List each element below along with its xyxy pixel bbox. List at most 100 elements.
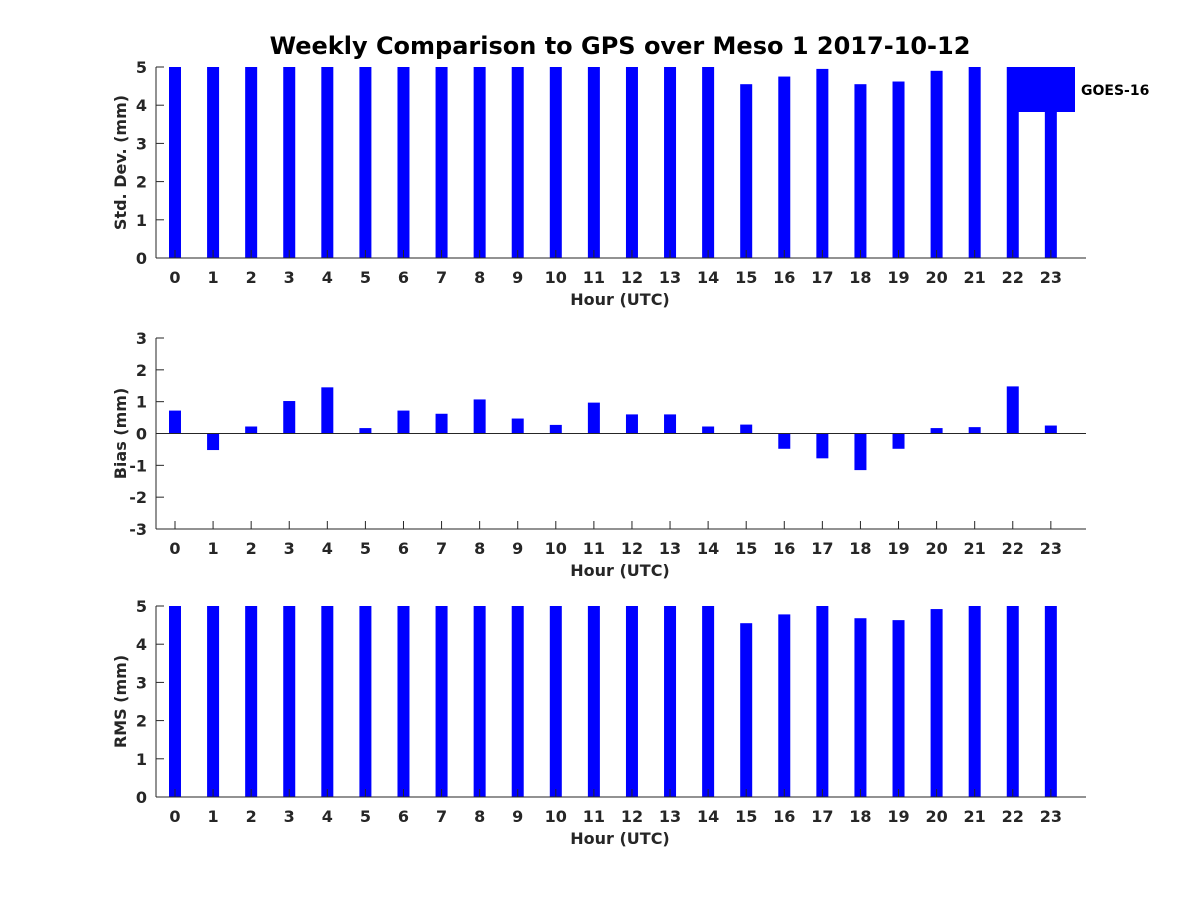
x-tick-label: 3: [284, 807, 295, 826]
bar-hour-20: [930, 70, 943, 258]
bar-hour-17: [816, 68, 829, 258]
x-tick-label: 4: [322, 539, 333, 558]
y-tick-label: 3: [136, 329, 147, 348]
x-tick-label: 10: [545, 807, 567, 826]
bar-hour-15: [740, 424, 753, 434]
x-tick-label: 10: [545, 539, 567, 558]
bar-hour-4: [321, 67, 334, 258]
bar-hour-3: [283, 401, 296, 434]
y-tick-label: -1: [129, 456, 147, 475]
y-tick-label: 0: [136, 788, 147, 807]
bar-hour-5: [359, 428, 372, 434]
x-tick-label: 19: [887, 268, 909, 287]
y-axis-label: RMS (mm): [111, 655, 130, 748]
bar-hour-20: [930, 609, 943, 797]
bar-hour-21: [968, 606, 981, 797]
bar-hour-10: [549, 424, 562, 434]
x-tick-label: 22: [1002, 268, 1024, 287]
bar-hour-9: [511, 606, 524, 797]
x-tick-label: 9: [512, 268, 523, 287]
bar-hour-16: [778, 76, 791, 258]
bar-hour-16: [778, 433, 791, 449]
bar-hour-10: [549, 67, 562, 258]
bar-hour-1: [207, 67, 220, 258]
bar-hour-23: [1044, 606, 1057, 797]
bar-hour-20: [930, 428, 943, 434]
x-tick-label: 7: [436, 807, 447, 826]
bar-hour-15: [740, 623, 753, 797]
bar-hour-12: [625, 414, 638, 434]
bar-hour-19: [892, 433, 905, 449]
x-tick-label: 19: [887, 807, 909, 826]
x-tick-label: 16: [773, 268, 795, 287]
bar-hour-19: [892, 620, 905, 797]
bar-hour-7: [435, 606, 448, 797]
bar-hour-0: [169, 606, 181, 797]
x-tick-label: 13: [659, 268, 681, 287]
x-axis-label: Hour (UTC): [570, 290, 670, 309]
y-tick-label: 1: [136, 750, 147, 769]
x-tick-label: 6: [398, 539, 409, 558]
bar-hour-16: [778, 614, 791, 797]
bar-hour-23: [1044, 67, 1057, 258]
x-tick-label: 20: [925, 807, 947, 826]
bar-hour-3: [283, 67, 296, 258]
x-tick-label: 18: [849, 539, 871, 558]
bar-hour-4: [321, 606, 334, 797]
bar-hour-13: [664, 414, 677, 434]
x-tick-label: 16: [773, 807, 795, 826]
x-tick-label: 6: [398, 807, 409, 826]
x-tick-label: 18: [849, 807, 871, 826]
bar-hour-0: [169, 67, 181, 258]
x-tick-label: 7: [436, 539, 447, 558]
x-tick-label: 23: [1040, 539, 1062, 558]
y-tick-label: 5: [136, 58, 147, 77]
x-tick-label: 12: [621, 807, 643, 826]
x-tick-label: 14: [697, 539, 719, 558]
bar-hour-14: [702, 426, 715, 434]
y-tick-label: 1: [136, 211, 147, 230]
y-tick-label: 3: [136, 134, 147, 153]
x-tick-label: 10: [545, 268, 567, 287]
bar-hour-1: [207, 433, 220, 451]
x-tick-label: 17: [811, 807, 833, 826]
legend: GOES-16: [1007, 67, 1149, 112]
x-tick-label: 15: [735, 268, 757, 287]
x-tick-label: 15: [735, 539, 757, 558]
bar-hour-3: [283, 606, 296, 797]
x-tick-label: 23: [1040, 807, 1062, 826]
bar-hour-6: [397, 606, 410, 797]
x-tick-label: 3: [284, 268, 295, 287]
x-tick-label: 19: [887, 539, 909, 558]
bar-hour-8: [473, 399, 486, 434]
bar-hour-17: [816, 606, 829, 797]
bar-hour-21: [968, 67, 981, 258]
bar-hour-13: [664, 67, 677, 258]
x-tick-label: 21: [964, 539, 986, 558]
x-tick-label: 0: [169, 539, 180, 558]
bar-hour-6: [397, 410, 410, 434]
x-tick-label: 2: [246, 807, 257, 826]
bar-hour-11: [587, 606, 600, 797]
bar-hour-1: [207, 606, 220, 797]
x-tick-label: 6: [398, 268, 409, 287]
x-tick-label: 8: [474, 539, 485, 558]
x-tick-label: 20: [925, 539, 947, 558]
x-tick-label: 9: [512, 539, 523, 558]
bar-hour-2: [245, 67, 258, 258]
x-tick-label: 21: [964, 807, 986, 826]
x-tick-label: 1: [208, 807, 219, 826]
bar-hour-9: [511, 67, 524, 258]
x-tick-label: 8: [474, 268, 485, 287]
bar-hour-8: [473, 606, 486, 797]
bar-hour-11: [587, 402, 600, 434]
x-tick-label: 5: [360, 539, 371, 558]
bar-hour-12: [625, 67, 638, 258]
x-tick-label: 5: [360, 268, 371, 287]
bar-hour-8: [473, 67, 486, 258]
x-tick-label: 7: [436, 268, 447, 287]
x-tick-label: 5: [360, 807, 371, 826]
y-tick-label: 2: [136, 173, 147, 192]
